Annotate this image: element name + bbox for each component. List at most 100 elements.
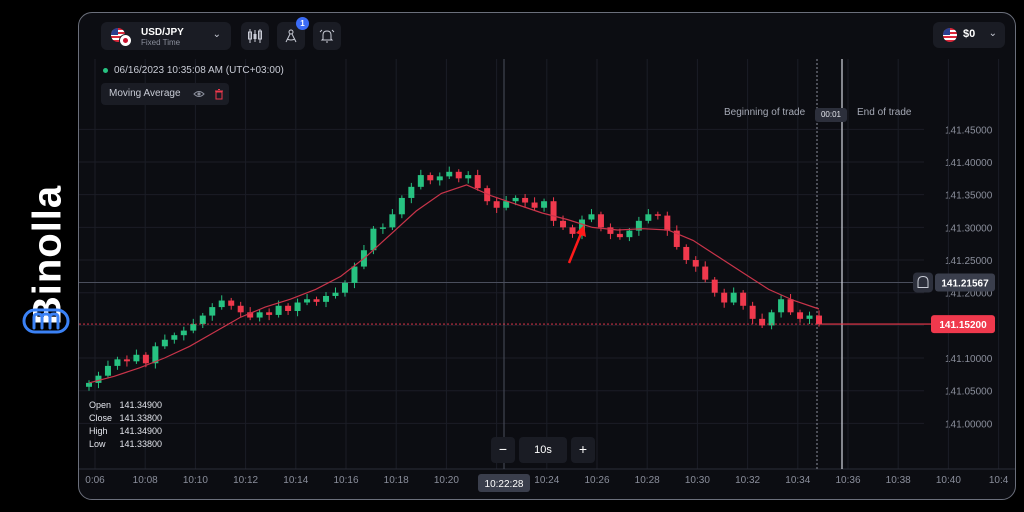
eye-icon[interactable] (193, 88, 205, 100)
candle-body (749, 305, 756, 319)
candle-body (484, 188, 491, 202)
x-tick-label: 10:36 (835, 475, 860, 486)
annotation-arrowhead-icon (576, 225, 586, 237)
binolla-logo-icon (22, 308, 70, 334)
usd-jpy-flags-icon (111, 28, 133, 47)
candle-body (304, 299, 311, 303)
zoom-in-button[interactable]: + (571, 437, 595, 463)
candlestick-icon (248, 29, 262, 43)
candle-body (86, 382, 92, 387)
crosshair-time-label: 10:22:28 (485, 479, 524, 490)
candle-body (379, 227, 386, 229)
candle-body (787, 299, 794, 313)
y-tick-label: 141.25000 (945, 256, 993, 267)
candle-body (398, 197, 405, 215)
x-tick-label: 10:38 (886, 475, 911, 486)
candle-body (768, 312, 775, 326)
x-tick-label: 10:30 (685, 475, 710, 486)
candle-body (797, 312, 804, 319)
candle-body (721, 292, 728, 303)
candle-body (228, 300, 235, 306)
candle-body (588, 214, 595, 220)
candle-body (180, 330, 187, 336)
candle-body (673, 230, 680, 247)
alarm-icon (917, 275, 929, 288)
candle-body (237, 305, 244, 313)
candle-body (190, 324, 197, 331)
ohlc-low: Low 141.33800 (89, 439, 163, 449)
price-chart[interactable]: 141.45000 141.40000 141.35000 141.30000 141.… (79, 13, 1016, 500)
y-tick-label: 141.00000 (945, 419, 993, 430)
candle-body (550, 201, 557, 221)
candle-body (133, 354, 140, 362)
zoom-out-button[interactable]: − (491, 437, 515, 463)
brand-name: Binolla (25, 184, 70, 326)
y-tick-label: 141.35000 (945, 191, 993, 202)
candle-body (114, 359, 121, 366)
candle-body (759, 318, 766, 326)
drawing-tools-button[interactable]: 1 (277, 17, 309, 50)
candle-body (455, 171, 462, 179)
current-price-chip (931, 315, 995, 334)
candle-body (683, 246, 690, 261)
drawing-tools-icon (285, 29, 297, 43)
candle-body (256, 312, 263, 318)
asset-selector[interactable]: USD/JPY Fixed Time ⌄ (101, 22, 231, 50)
candle-body (266, 312, 273, 315)
crosshair-time-chip (478, 474, 530, 492)
candle-body (512, 197, 519, 202)
trade-timer: 00:01 (815, 108, 847, 122)
y-tick-label: 141.10000 (945, 354, 993, 365)
candle-body (332, 292, 339, 296)
candle-body (465, 175, 472, 179)
candle-body (351, 266, 358, 283)
candle-body (616, 233, 623, 238)
annotation-arrow-icon (567, 230, 584, 264)
timeframe-value[interactable]: 10s (519, 437, 567, 463)
ohlc-open: Open 141.34900 (89, 400, 163, 410)
indicator-label: Moving Average (109, 88, 181, 99)
candle-body (692, 260, 699, 267)
ohlc-panel: Open 141.34900 Close 141.33800 High 141.… (89, 399, 162, 451)
indicators-button[interactable] (241, 22, 269, 50)
candle-body (569, 227, 576, 234)
candle-body (171, 335, 178, 340)
candle-body (522, 197, 529, 203)
candle-body (816, 315, 822, 325)
beginning-of-trade-label: Beginning of trade (724, 107, 806, 118)
candle-body (417, 175, 424, 187)
indicator-moving-average[interactable]: Moving Average (101, 83, 229, 105)
top-toolbar: USD/JPY Fixed Time ⌄ 1 (79, 13, 1015, 59)
candle-body (275, 305, 282, 315)
candle-body (446, 171, 453, 177)
candle-body (626, 230, 633, 238)
balance-value: $0 (963, 28, 976, 40)
candle-body (711, 279, 718, 293)
candle-body (578, 219, 585, 234)
y-tick-label: 141.40000 (945, 158, 993, 169)
x-tick-label: 10:16 (333, 475, 358, 486)
candle-body (806, 315, 813, 319)
trash-icon[interactable] (213, 88, 225, 100)
ohlc-close: Close 141.33800 (89, 413, 163, 423)
candle-body (95, 375, 102, 383)
drawing-count-badge: 1 (296, 17, 309, 30)
crosshair-price-label: 141.21567 (941, 278, 989, 289)
x-tick-label: 10:20 (434, 475, 459, 486)
us-flag-icon (943, 28, 957, 42)
end-of-trade-label: End of trade (857, 107, 912, 118)
candle-body (161, 339, 168, 347)
brand-panel: Binolla (8, 160, 72, 350)
candle-body (104, 365, 111, 376)
x-tick-label: 10:40 (936, 475, 961, 486)
y-tick-label: 141.30000 (945, 223, 993, 234)
candle-body (664, 215, 671, 231)
candle-body (607, 227, 614, 234)
candle-body (294, 302, 301, 311)
x-tick-label: 10:4 (989, 475, 1009, 486)
alert-button[interactable] (313, 22, 341, 50)
x-tick-label: 10:26 (584, 475, 609, 486)
x-tick-label: 10:24 (534, 475, 559, 486)
balance-selector[interactable]: $0 ⌄ (933, 22, 1005, 48)
